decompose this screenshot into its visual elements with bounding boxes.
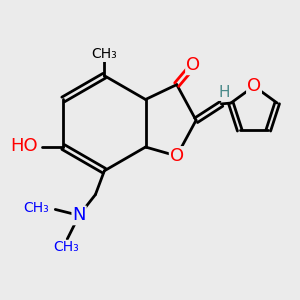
Text: HO: HO xyxy=(10,136,38,154)
Text: N: N xyxy=(72,206,86,224)
Text: CH₃: CH₃ xyxy=(92,47,117,61)
Text: CH₃: CH₃ xyxy=(24,201,50,215)
Text: O: O xyxy=(186,56,200,74)
Text: H: H xyxy=(219,85,230,100)
Text: CH₃: CH₃ xyxy=(53,241,79,254)
Text: O: O xyxy=(247,77,261,95)
Text: O: O xyxy=(170,147,184,165)
